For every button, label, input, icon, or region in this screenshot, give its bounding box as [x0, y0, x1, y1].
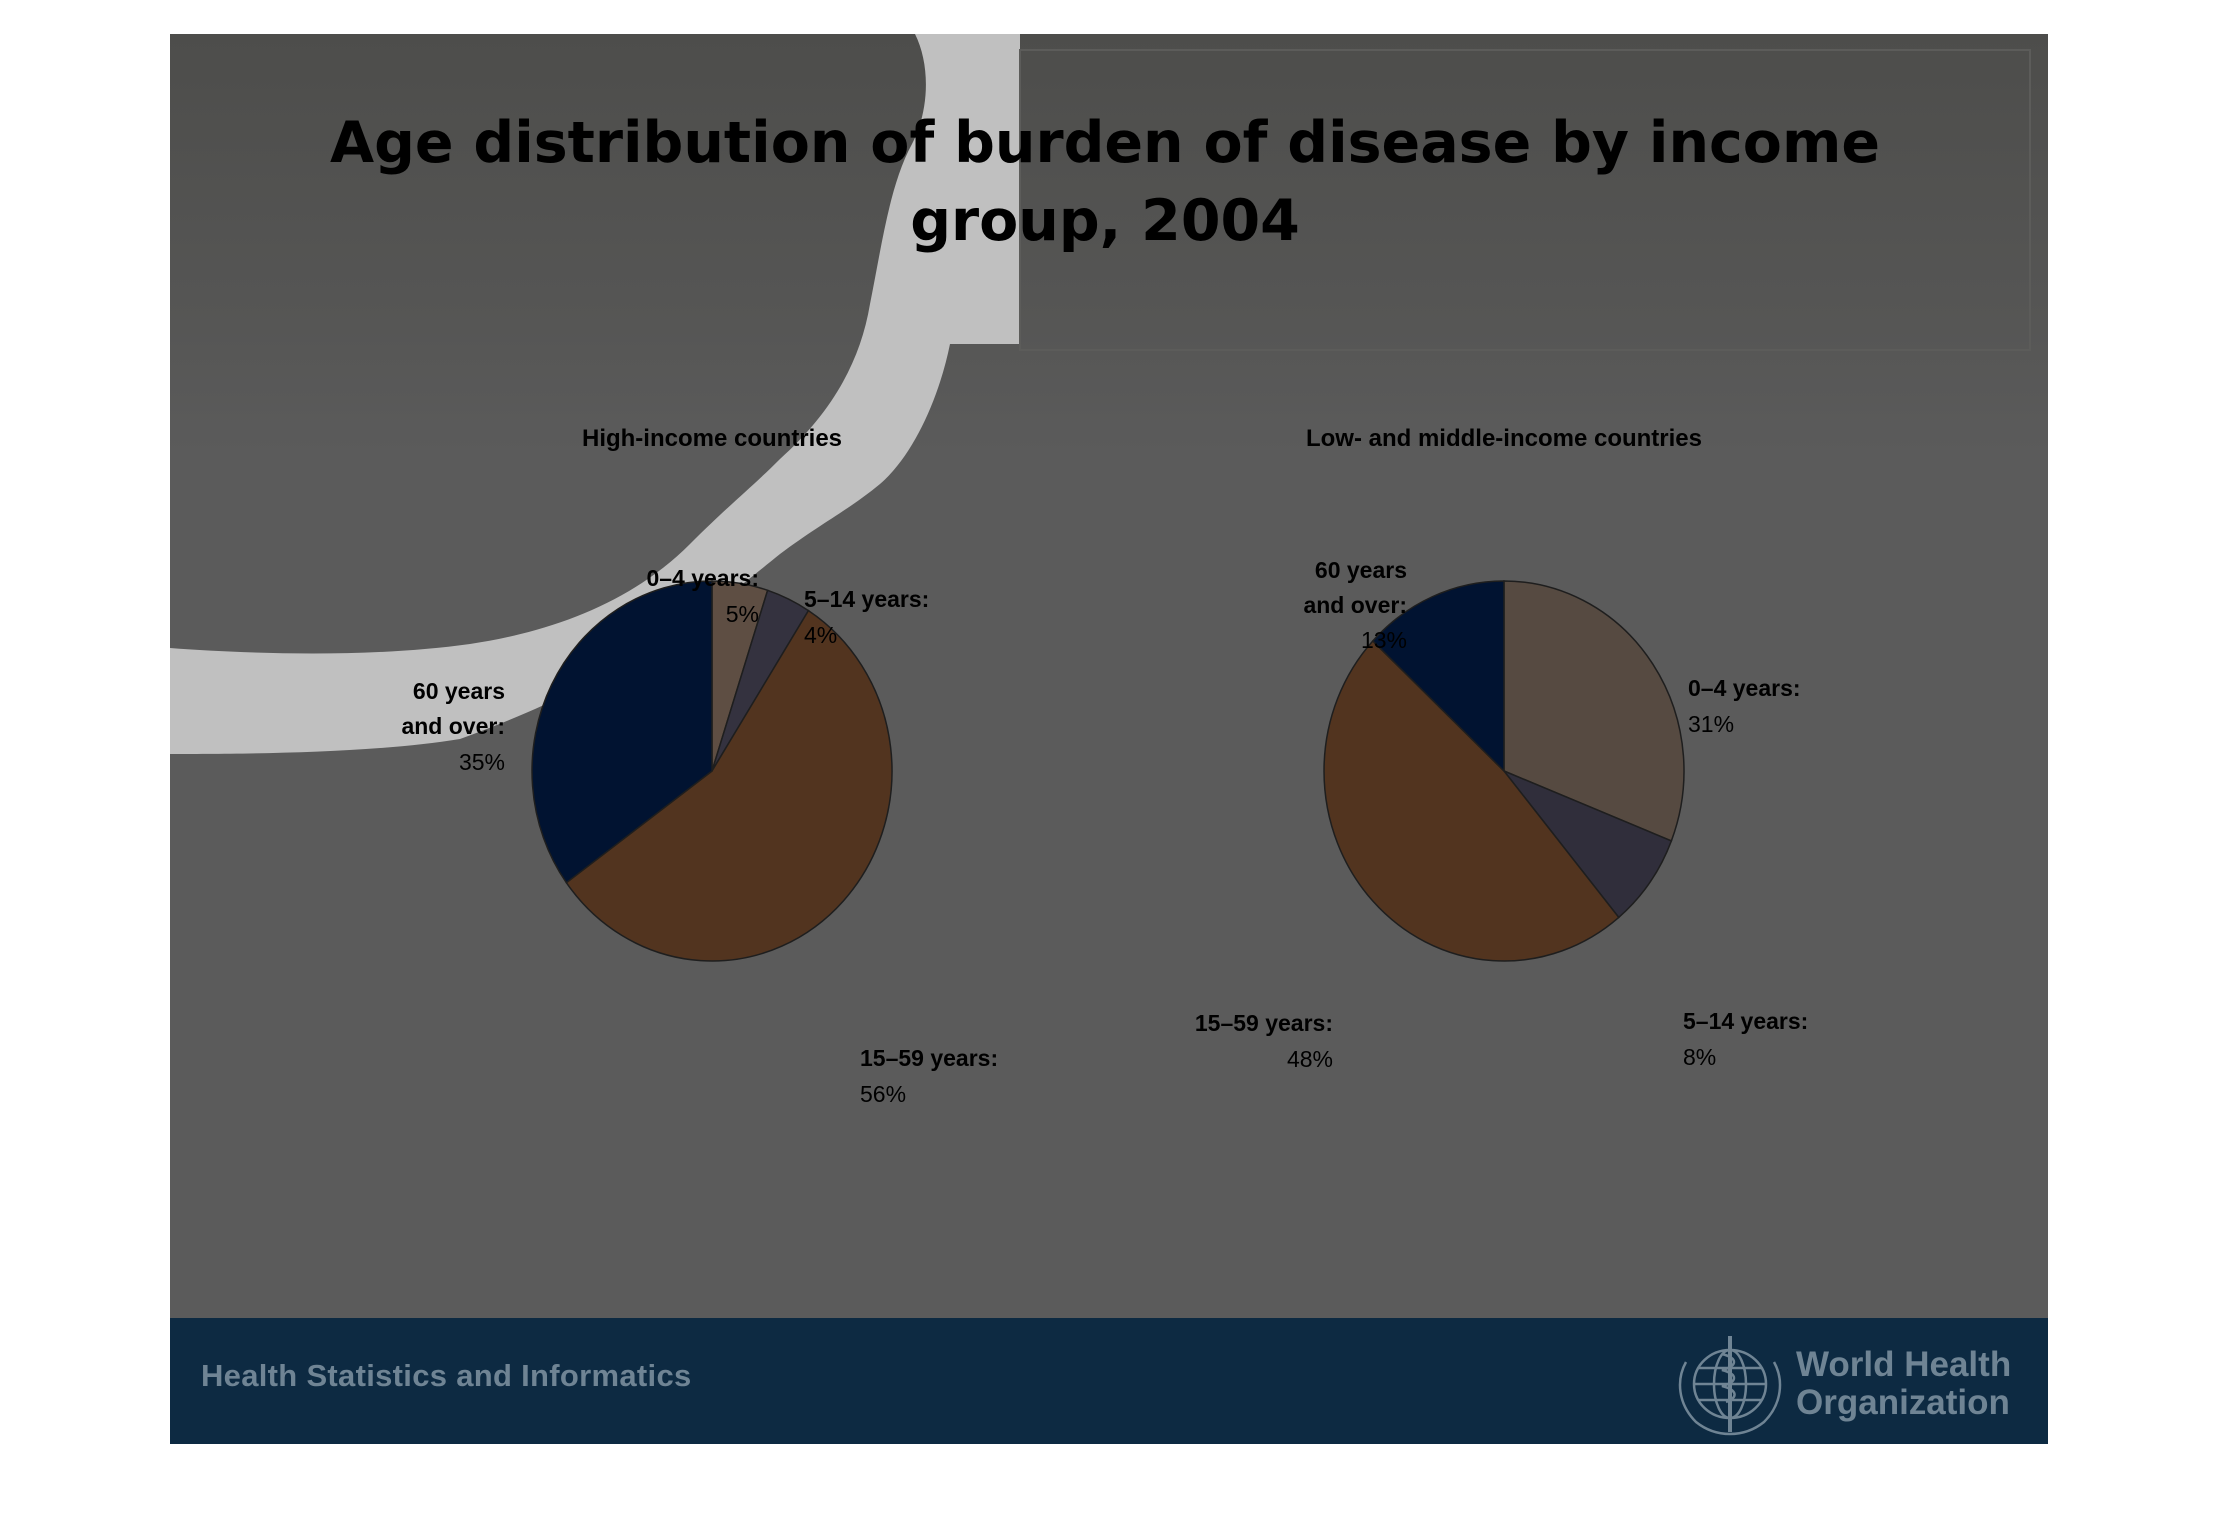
who-name: World Health Organization — [1796, 1346, 2011, 1422]
slice-60-plus-years — [1371, 580, 1505, 773]
slice-label-pct: 48% — [1287, 1046, 1333, 1072]
slice-label-name: 5–14 years: — [1683, 1008, 1808, 1034]
slide: Age distribution of burden of disease by… — [170, 34, 2048, 1444]
slice-label-pct: 8% — [1683, 1044, 1716, 1070]
pie-chart-low-middle-income: Low- and middle-income countries 0–4 yea… — [1195, 425, 1808, 1072]
slice-label-name: 60 years — [1315, 557, 1407, 583]
slice-15-59-years — [565, 609, 893, 962]
slice-label-0-4: 0–4 years: 31% — [1688, 675, 1801, 737]
chart-title: Low- and middle-income countries — [1306, 425, 1702, 452]
slice-label-pct: 31% — [1688, 711, 1734, 737]
page-title-line2: group, 2004 — [910, 188, 1300, 254]
slice-label-5-14: 5–14 years: 8% — [1683, 1008, 1808, 1070]
slice-label-name-2: and over: — [401, 713, 505, 739]
slice-label-name: 15–59 years: — [1195, 1010, 1333, 1036]
slice-label-5-14: 5–14 years: 4% — [804, 586, 929, 648]
pie-slices — [1323, 580, 1685, 962]
who-name-line1: World Health — [1796, 1345, 2012, 1384]
top-panel-border — [1019, 49, 2031, 351]
who-name-line2: Organization — [1796, 1383, 2010, 1422]
slice-label-15-59: 15–59 years: 56% — [860, 1045, 998, 1107]
chart-title: High-income countries — [582, 425, 842, 452]
slice-label-name-2: and over: — [1303, 592, 1407, 618]
footer-bar: Health Statistics and Informatics World … — [170, 1318, 2048, 1444]
pie-chart-high-income: High-income countries 0–4 years: 5% 5–14… — [401, 425, 998, 1107]
slice-label-pct: 13% — [1361, 627, 1407, 653]
pie-charts: High-income countries 0–4 years: 5% 5–14… — [401, 425, 1808, 1107]
slice-label-60-plus: 60 years and over: 35% — [401, 678, 505, 775]
slice-label-0-4: 0–4 years: 5% — [646, 565, 759, 627]
slice-label-name: 0–4 years: — [646, 565, 759, 591]
who-emblem-icon — [1678, 1336, 1782, 1436]
pie-slices — [531, 580, 893, 962]
slice-15-59-years — [1323, 639, 1620, 962]
decorative-swoosh — [170, 34, 2031, 754]
slice-label-name: 5–14 years: — [804, 586, 929, 612]
slice-label-pct: 4% — [804, 622, 837, 648]
slice-label-pct: 56% — [860, 1081, 906, 1107]
slice-label-15-59: 15–59 years: 48% — [1195, 1010, 1333, 1072]
slice-0-4-years — [1503, 580, 1685, 842]
slice-label-pct: 5% — [726, 601, 759, 627]
slice-label-60-plus: 60 years and over: 13% — [1303, 557, 1407, 653]
slide-background — [170, 34, 2048, 454]
footer-department: Health Statistics and Informatics — [201, 1358, 692, 1393]
page-title: Age distribution of burden of disease by… — [170, 104, 2040, 260]
slice-label-pct: 35% — [459, 749, 505, 775]
slice-label-name: 0–4 years: — [1688, 675, 1801, 701]
slice-label-name: 15–59 years: — [860, 1045, 998, 1071]
slice-label-name: 60 years — [413, 678, 505, 704]
page-title-line1: Age distribution of burden of disease by… — [329, 110, 1881, 176]
slice-5-14-years — [1501, 769, 1673, 919]
swoosh-shape — [170, 34, 1020, 754]
slice-60-plus-years — [531, 580, 713, 884]
